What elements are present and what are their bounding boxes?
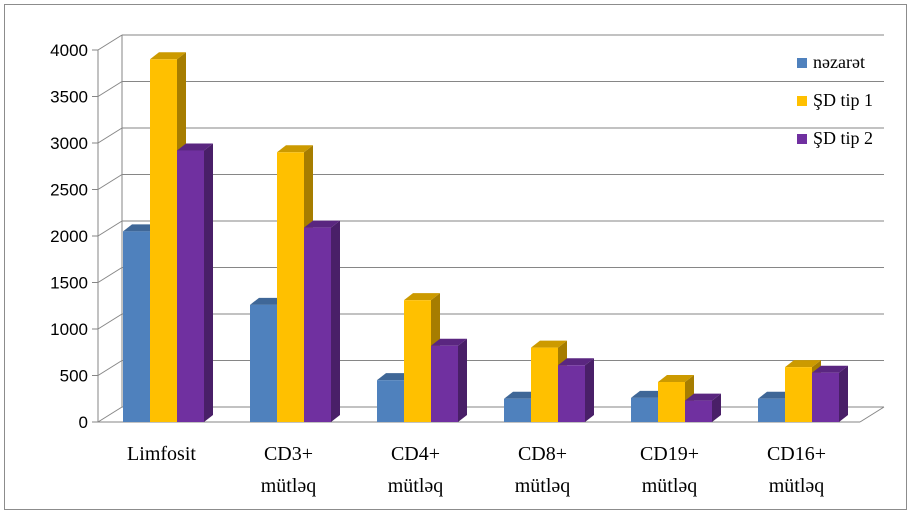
gridline-depth bbox=[97, 360, 123, 376]
bar bbox=[531, 347, 558, 422]
bar bbox=[277, 152, 304, 423]
x-tick-label: CD19+ bbox=[640, 443, 699, 465]
bar-top bbox=[685, 393, 721, 401]
bar-top bbox=[277, 145, 313, 153]
legend-label: ŞD tip 1 bbox=[813, 90, 873, 110]
bar-top bbox=[150, 52, 186, 60]
bar bbox=[812, 372, 839, 422]
bar-top bbox=[304, 220, 340, 228]
bar-top bbox=[658, 375, 694, 383]
y-tick-label: 2500 bbox=[50, 181, 88, 200]
bar-top bbox=[558, 358, 594, 366]
bar bbox=[304, 227, 331, 422]
bar-side bbox=[458, 338, 467, 422]
bar-top bbox=[785, 360, 821, 368]
x-tick-label: mütləq bbox=[388, 475, 444, 497]
y-tick-label: 1500 bbox=[50, 274, 88, 293]
y-tick-label: 3500 bbox=[50, 88, 88, 107]
bar-top bbox=[431, 338, 467, 346]
x-tick-label: mütləq bbox=[515, 475, 571, 497]
bar bbox=[377, 380, 404, 422]
x-tick-label: CD4+ bbox=[391, 443, 440, 465]
y-tick-label: 2000 bbox=[50, 227, 88, 246]
bar bbox=[123, 231, 150, 422]
bar bbox=[504, 398, 531, 422]
bar-side bbox=[204, 143, 213, 422]
gridline-depth bbox=[97, 174, 123, 190]
bar bbox=[631, 397, 658, 422]
y-tick-label: 1000 bbox=[50, 320, 88, 339]
gridline-depth bbox=[97, 267, 123, 283]
bar bbox=[785, 367, 812, 422]
bar-side bbox=[839, 365, 848, 422]
legend-swatch bbox=[797, 58, 807, 68]
bar bbox=[250, 304, 277, 422]
gridline-depth bbox=[97, 127, 123, 144]
floor-edge bbox=[859, 406, 885, 423]
y-tick-label: 0 bbox=[79, 413, 88, 432]
bar bbox=[431, 345, 458, 422]
bar-top bbox=[177, 143, 213, 151]
gridline-depth bbox=[97, 220, 123, 237]
x-tick-label: CD8+ bbox=[518, 443, 567, 465]
x-tick-label: mütləq bbox=[261, 475, 317, 497]
x-tick-label: Limfosit bbox=[127, 443, 196, 465]
bar bbox=[558, 365, 585, 422]
x-tick-label: mütləq bbox=[769, 475, 825, 497]
legend-label: ŞD tip 2 bbox=[813, 128, 873, 148]
bar-side bbox=[331, 220, 340, 422]
legend-label: nəzarət bbox=[813, 52, 865, 72]
bar bbox=[177, 150, 204, 422]
x-tick-label: CD16+ bbox=[767, 443, 826, 465]
x-tick-label: mütləq bbox=[642, 475, 698, 497]
bar bbox=[758, 398, 785, 422]
bar bbox=[150, 59, 177, 423]
x-tick-label: CD3+ bbox=[264, 443, 313, 465]
legend-swatch bbox=[797, 134, 807, 144]
bar bbox=[404, 300, 431, 422]
bar-side bbox=[585, 358, 594, 422]
gridline-depth bbox=[97, 34, 123, 51]
bar-top bbox=[812, 365, 848, 373]
gridline-depth bbox=[97, 81, 123, 97]
bar-side bbox=[712, 393, 721, 422]
bar-top bbox=[404, 293, 440, 301]
bar bbox=[685, 400, 712, 422]
legend-swatch bbox=[797, 96, 807, 106]
gridline-depth bbox=[97, 313, 123, 330]
gridline-depth bbox=[97, 406, 123, 423]
y-tick-label: 500 bbox=[60, 367, 88, 386]
bar-top bbox=[531, 340, 567, 348]
y-tick-label: 4000 bbox=[50, 41, 88, 60]
bar bbox=[658, 382, 685, 422]
y-tick-label: 3000 bbox=[50, 134, 88, 153]
